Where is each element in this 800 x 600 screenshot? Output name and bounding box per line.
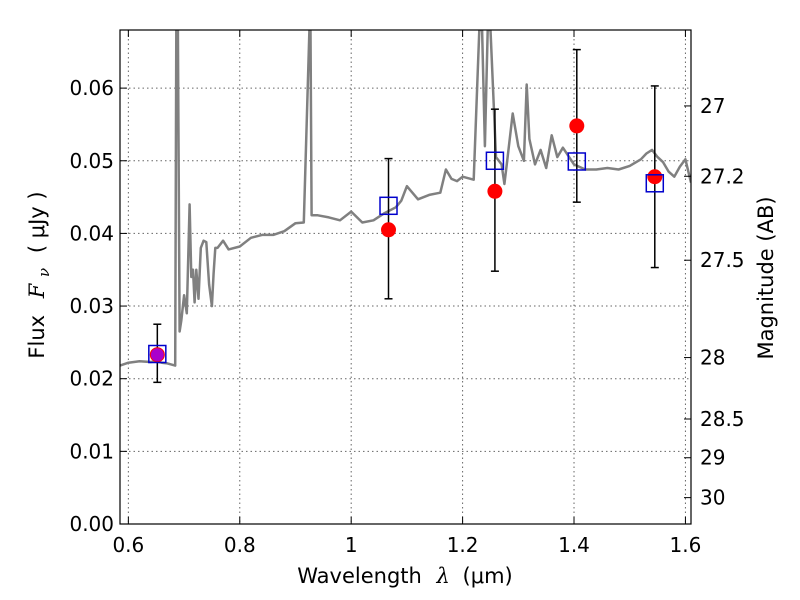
y-tick-label: 0.05 bbox=[69, 149, 114, 173]
x-axis-label-prefix: Wavelength bbox=[297, 564, 422, 588]
model-photometry-square bbox=[645, 174, 665, 193]
model-photometry-square bbox=[148, 344, 167, 364]
y-axis-label: Flux F ν ( μJy ) bbox=[25, 191, 54, 358]
axis-ticks bbox=[120, 30, 691, 525]
x-tick-label: 0.6 bbox=[112, 533, 144, 557]
observed-point bbox=[487, 183, 503, 199]
observed-point bbox=[647, 169, 663, 185]
y-axis-label-prefix: Flux bbox=[25, 315, 49, 359]
model-spectrum-line bbox=[120, 30, 691, 367]
y2-tick-label: 30 bbox=[700, 486, 725, 510]
y-tick-label: 0.04 bbox=[69, 221, 114, 245]
y-axis-label-symbol: F bbox=[25, 282, 49, 299]
model-photometry-square bbox=[567, 152, 587, 171]
data-markers bbox=[148, 118, 665, 364]
model-photometry-square bbox=[485, 151, 505, 171]
y2-tick-label: 28.5 bbox=[700, 407, 745, 431]
x-axis-label: Wavelength λ (μm) bbox=[297, 564, 512, 588]
observed-point bbox=[381, 222, 397, 238]
x-tick-label: 0.8 bbox=[224, 533, 256, 557]
x-axis-label-symbol: λ bbox=[436, 564, 450, 588]
x-tick-label: 1.2 bbox=[447, 533, 479, 557]
x-tick-label: 1.6 bbox=[670, 533, 702, 557]
model-photometry-square bbox=[379, 196, 398, 216]
y2-tick-label: 27 bbox=[700, 94, 725, 118]
y-axis-label-subscript: ν bbox=[35, 268, 53, 277]
y2-axis-label: Magnitude (AB) bbox=[754, 196, 778, 359]
x-tick-label: 1 bbox=[345, 533, 358, 557]
observed-point bbox=[569, 118, 585, 134]
y2-tick-label: 27.2 bbox=[700, 164, 745, 188]
y-tick-label: 0.02 bbox=[69, 367, 114, 391]
y2-tick-label: 28 bbox=[700, 346, 725, 370]
y-axis-label-unit: ( μJy ) bbox=[25, 191, 49, 253]
x-axis-label-unit: (μm) bbox=[463, 564, 513, 588]
plot-background bbox=[120, 30, 691, 524]
y2-tick-label: 29 bbox=[700, 446, 725, 470]
tick-labels: 0.6 0.8 1 1.2 1.4 1.6 0.00 0.01 0.02 0.03 0.04 0.05… bbox=[69, 76, 744, 557]
model-spectrum bbox=[120, 30, 691, 367]
x-tick-label: 1.4 bbox=[558, 533, 590, 557]
y-tick-label: 0.03 bbox=[69, 294, 114, 318]
y-tick-label: 0.06 bbox=[69, 76, 114, 100]
overlap-point bbox=[150, 348, 164, 362]
y-tick-label: 0.00 bbox=[69, 512, 114, 536]
y2-tick-label: 27.5 bbox=[700, 248, 745, 272]
y-tick-label: 0.01 bbox=[69, 439, 114, 463]
plot-frame bbox=[119, 29, 692, 525]
